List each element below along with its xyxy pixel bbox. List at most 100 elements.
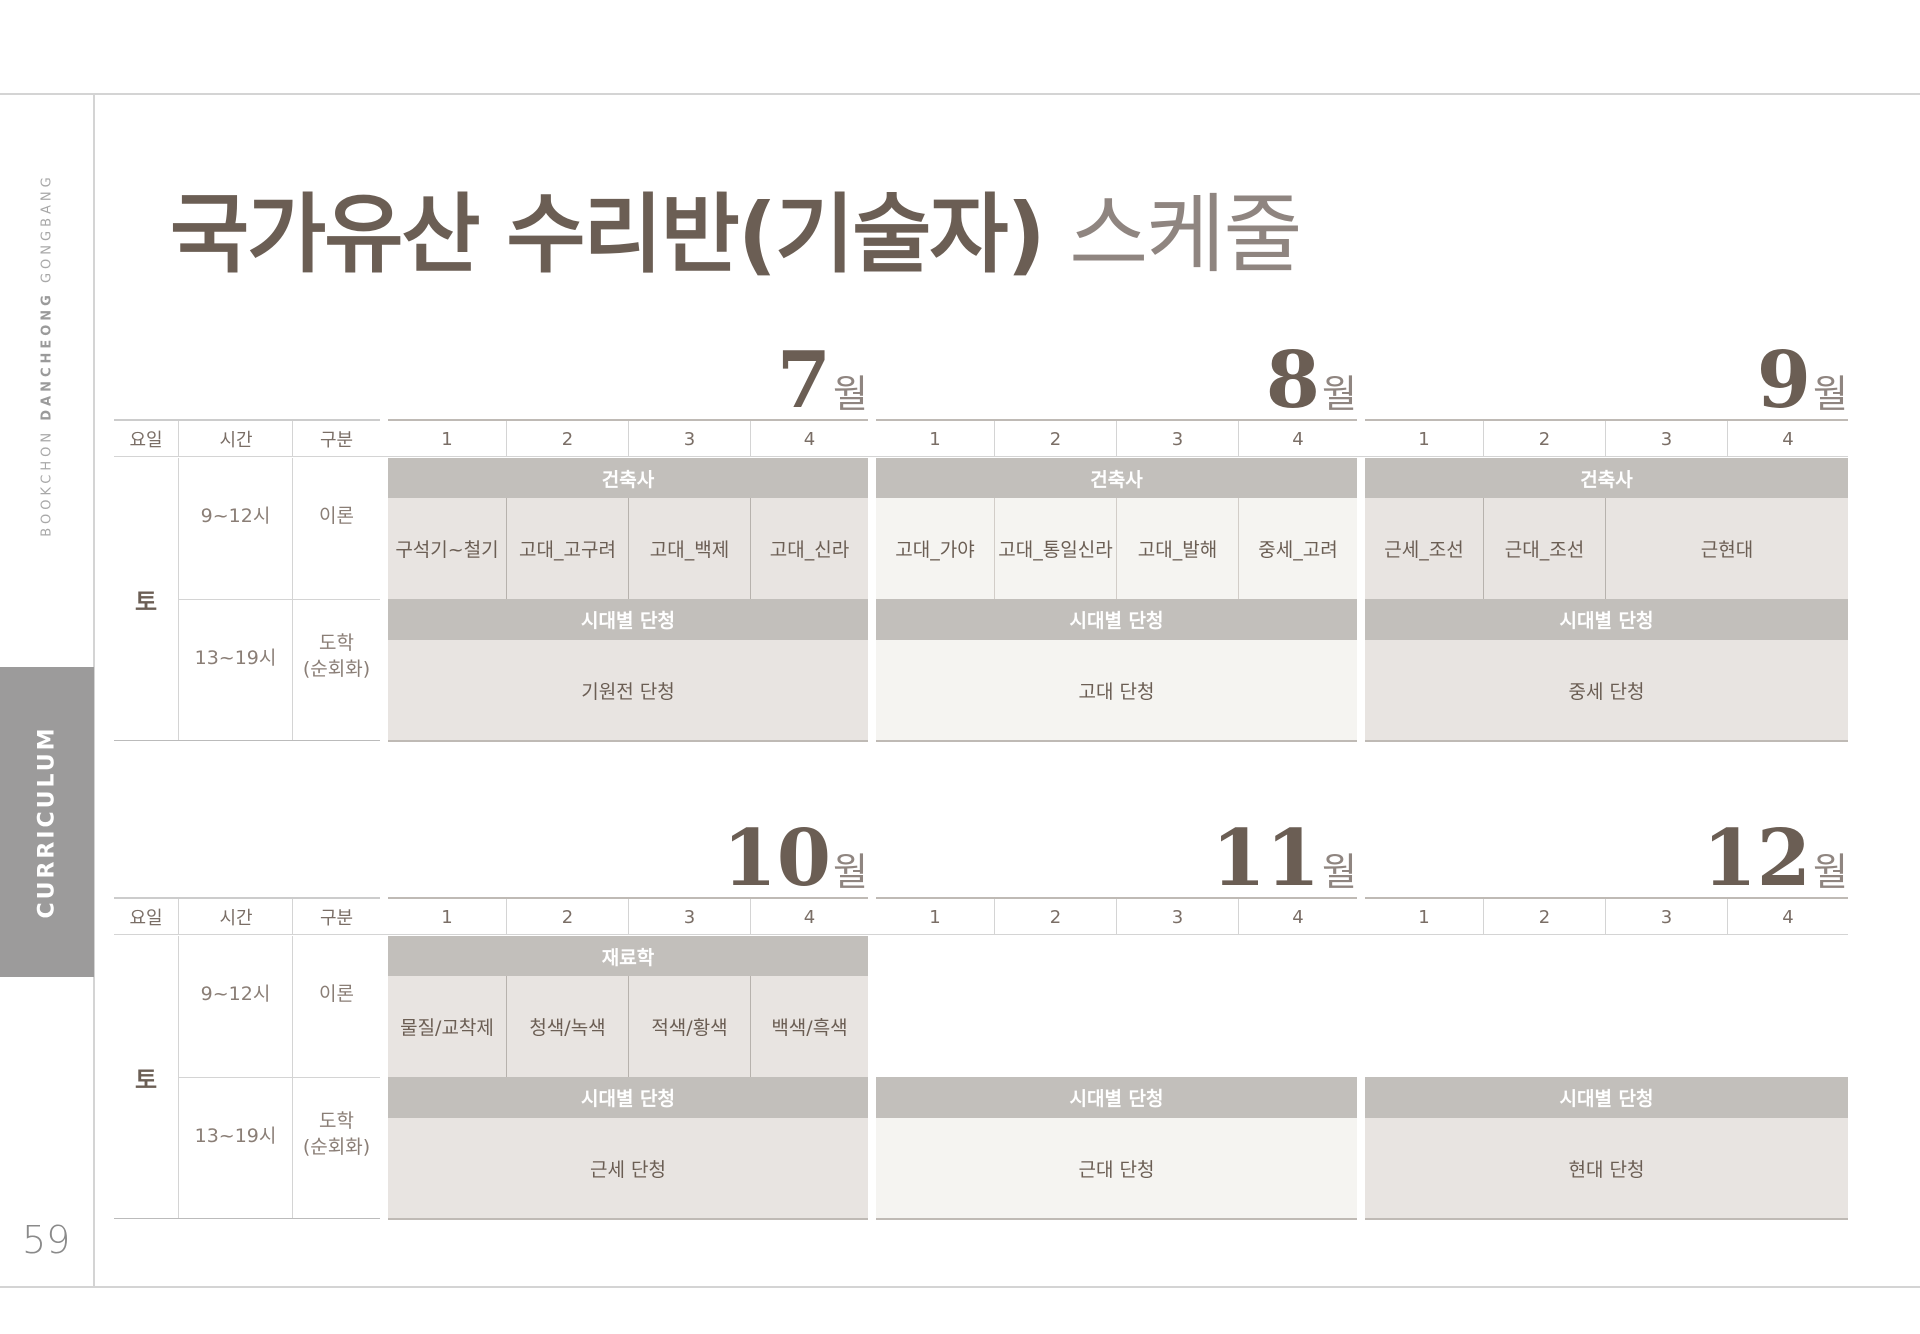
theory-cell: 적색/황색 <box>629 976 750 1077</box>
week-number: 2 <box>1538 906 1551 928</box>
label-row-divider <box>179 599 380 600</box>
header-divider <box>178 421 179 457</box>
table-bottom-rule <box>114 1218 380 1219</box>
week-number: 2 <box>1049 906 1062 928</box>
practice-cell-m12: 현대 단청 <box>1365 1118 1848 1218</box>
theory-cell: 근대_조선 <box>1484 498 1605 599</box>
practice-cell-m11: 근대 단청 <box>876 1118 1357 1218</box>
header-top-rule-m9 <box>1365 419 1848 421</box>
header-divider <box>628 421 629 457</box>
header-divider <box>1605 899 1606 935</box>
week-number: 3 <box>683 428 696 450</box>
theory-cell: 고대_발해 <box>1117 498 1238 599</box>
week-number: 3 <box>1171 428 1184 450</box>
practice-band-m11: 시대별 단청 <box>876 1077 1357 1118</box>
day-label: 토 <box>134 587 158 616</box>
header-divider <box>1116 421 1117 457</box>
cell-divider <box>628 976 629 1077</box>
header-bottom-rule <box>114 934 1848 935</box>
cell-divider <box>1483 498 1484 599</box>
afternoon-type: 도학 (순회화) <box>302 1110 371 1158</box>
section-tab <box>0 667 94 977</box>
morning-time: 9~12시 <box>200 505 271 527</box>
theory-band-m7: 건축사 <box>388 458 868 498</box>
practice-cell-m8: 고대 단청 <box>876 640 1357 740</box>
theory-cell: 근현대 <box>1606 498 1848 599</box>
theory-band-m9: 건축사 <box>1365 458 1848 498</box>
table-bottom-rule <box>114 740 380 741</box>
theory-cell: 고대_통일신라 <box>995 498 1116 599</box>
cell-divider <box>750 976 751 1077</box>
sidebar-rule <box>93 93 95 1288</box>
cell-divider <box>628 498 629 599</box>
week-number: 4 <box>1782 906 1794 928</box>
cell-divider <box>506 498 507 599</box>
header-divider <box>628 899 629 935</box>
header-category: 구분 <box>319 908 354 929</box>
week-number: 3 <box>1660 428 1673 450</box>
practice-band-m10: 시대별 단청 <box>388 1077 868 1118</box>
page-title: 국가유산 수리반(기술자) 스케줄 <box>170 185 1302 285</box>
week-number: 3 <box>1171 906 1184 928</box>
theory-cell: 고대_고구려 <box>507 498 628 599</box>
theory-cell: 고대_가야 <box>876 498 994 599</box>
header-divider <box>1483 421 1484 457</box>
afternoon-time: 13~19시 <box>194 646 277 669</box>
theory-cell: 고대_백제 <box>629 498 750 599</box>
week-number: 4 <box>803 428 816 450</box>
week-number: 2 <box>1538 428 1551 450</box>
header-top-rule-m12 <box>1365 897 1848 899</box>
week-number: 2 <box>1049 428 1062 450</box>
week-number: 1 <box>929 906 941 928</box>
theory-cell: 물질/교착제 <box>388 976 506 1077</box>
morning-type: 이론 <box>319 505 354 527</box>
practice-band-m7: 시대별 단청 <box>388 599 868 640</box>
cell-divider <box>506 976 507 1077</box>
table-bottom-rule <box>876 1218 1357 1220</box>
week-number: 1 <box>441 428 453 450</box>
month-heading-8: 8월 <box>1265 335 1357 426</box>
theory-cell: 백색/흑색 <box>751 976 868 1077</box>
header-divider <box>1238 421 1239 457</box>
theory-cell: 구석기~철기 <box>388 498 506 599</box>
header-top-rule-m7 <box>388 419 868 421</box>
practice-band-m12: 시대별 단청 <box>1365 1077 1848 1118</box>
cell-divider <box>1238 498 1239 599</box>
header-divider <box>292 421 293 457</box>
week-number: 3 <box>1660 906 1673 928</box>
header-day: 요일 <box>129 430 163 451</box>
morning-time: 9~12시 <box>200 983 271 1005</box>
week-number: 4 <box>803 906 816 928</box>
week-number: 1 <box>1418 906 1430 928</box>
practice-band-m8: 시대별 단청 <box>876 599 1357 640</box>
header-divider <box>178 899 179 935</box>
header-top-rule-m10 <box>388 897 868 899</box>
practice-cell-m9: 중세 단청 <box>1365 640 1848 740</box>
header-divider <box>506 899 507 935</box>
bottom-rule <box>0 1286 1920 1288</box>
header-divider <box>750 421 751 457</box>
label-row-divider <box>179 1077 380 1078</box>
header-divider <box>1727 899 1728 935</box>
theory-cell: 고대_신라 <box>751 498 868 599</box>
week-number: 1 <box>929 428 941 450</box>
week-number: 1 <box>441 906 453 928</box>
table-bottom-rule <box>876 740 1357 742</box>
header-time: 시간 <box>219 908 253 929</box>
top-rule <box>0 93 1920 95</box>
theory-band-m10: 재료학 <box>388 936 868 976</box>
header-category: 구분 <box>319 430 354 451</box>
header-divider <box>1727 421 1728 457</box>
month-heading-10: 10월 <box>722 813 868 904</box>
cell-divider <box>1116 498 1117 599</box>
header-divider <box>1483 899 1484 935</box>
week-number: 4 <box>1782 428 1794 450</box>
header-divider <box>750 899 751 935</box>
practice-cell-m10: 근세 단청 <box>388 1118 868 1218</box>
theory-cell: 청색/녹색 <box>507 976 628 1077</box>
header-divider <box>994 899 995 935</box>
theory-band-m8: 건축사 <box>876 458 1357 498</box>
header-day: 요일 <box>129 908 163 929</box>
week-number: 3 <box>683 906 696 928</box>
header-divider <box>1116 899 1117 935</box>
